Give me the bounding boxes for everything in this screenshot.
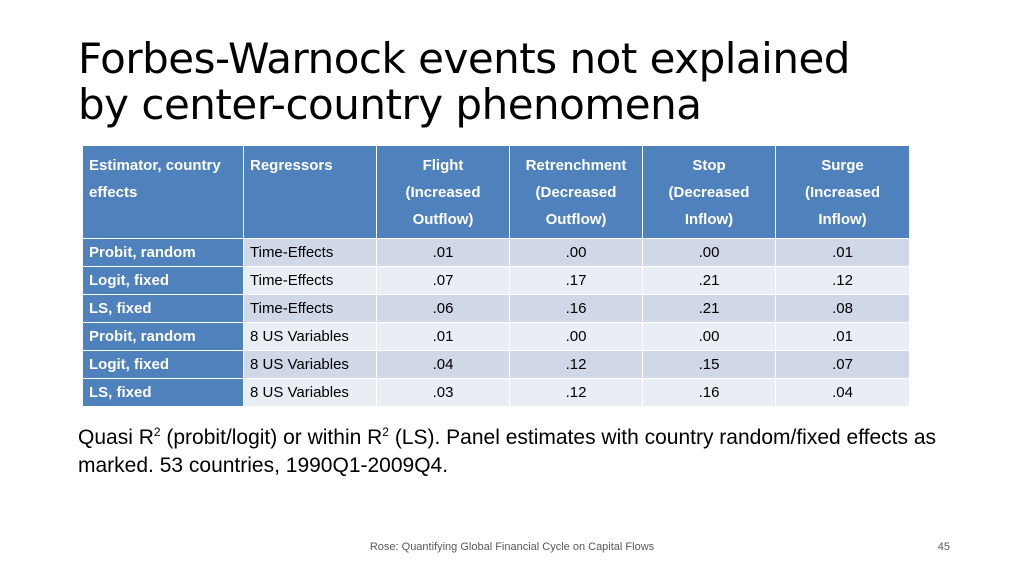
value-stop: .00 [642,322,776,351]
value-stop: .15 [642,350,776,379]
value-surge: .08 [775,294,910,323]
value-flight: .03 [376,378,510,407]
header-flight-line-3: Outflow) [412,211,474,228]
table-row: Logit, fixed 8 US Variables .04 .12 .15 … [82,350,910,379]
value-flight: .07 [376,266,510,295]
row-estimator: LS, fixed [82,294,244,323]
value-flight: .01 [376,322,510,351]
row-regressors: 8 US Variables [243,322,377,351]
note-superscript-1: 2 [153,425,161,439]
header-retrenchment-line-2: (Decreased [535,184,617,201]
header-stop: Stop (Decreased Inflow) [642,145,776,239]
value-surge: .01 [775,322,910,351]
header-surge-line-2: (Increased [804,184,881,201]
value-flight: .01 [376,238,510,267]
value-surge: .12 [775,266,910,295]
row-estimator: Logit, fixed [82,350,244,379]
row-regressors: Time-Effects [243,266,377,295]
slide-title-line-2: by center-country phenomena [78,80,702,129]
header-surge: Surge (Increased Inflow) [775,145,910,239]
slide-title: Forbes-Warnock events not explained by c… [78,36,978,128]
row-estimator: Probit, random [82,238,244,267]
header-retrenchment-line-1: Retrenchment [525,157,627,174]
row-regressors: 8 US Variables [243,350,377,379]
table-row: Probit, random Time-Effects .01 .00 .00 … [82,238,910,267]
note-superscript-2: 2 [382,425,389,439]
header-flight-line-1: Flight [422,157,464,174]
value-flight: .06 [376,294,510,323]
row-regressors: Time-Effects [243,294,377,323]
table-row: Probit, random 8 US Variables .01 .00 .0… [82,322,910,351]
value-retrenchment: .12 [509,350,643,379]
value-retrenchment: .00 [509,238,643,267]
value-surge: .01 [775,238,910,267]
header-stop-line-1: Stop [692,157,726,174]
note-text-2: (probit/logit) or within R [160,426,383,449]
value-stop: .21 [642,266,776,295]
page-number: 45 [937,541,950,553]
note-text-1: Quasi R [78,426,154,449]
row-regressors: Time-Effects [243,238,377,267]
slide-footer: Rose: Quantifying Global Financial Cycle… [369,541,655,553]
header-retrenchment: Retrenchment (Decreased Outflow) [509,145,643,239]
value-retrenchment: .12 [509,378,643,407]
header-estimator: Estimator, country effects [82,145,244,239]
table-header-row: Estimator, country effects Regressors Fl… [82,145,910,239]
value-stop: .16 [642,378,776,407]
value-surge: .04 [775,378,910,407]
value-flight: .04 [376,350,510,379]
results-table: Estimator, country effects Regressors Fl… [82,145,910,407]
row-estimator: LS, fixed [82,378,244,407]
row-regressors: 8 US Variables [243,378,377,407]
header-retrenchment-line-3: Outflow) [545,211,607,228]
value-retrenchment: .16 [509,294,643,323]
table-row: LS, fixed Time-Effects .06 .16 .21 .08 [82,294,910,323]
slide-title-line-1: Forbes-Warnock events not explained [78,34,850,83]
table-row: Logit, fixed Time-Effects .07 .17 .21 .1… [82,266,910,295]
table-row: LS, fixed 8 US Variables .03 .12 .16 .04 [82,378,910,407]
header-surge-line-3: Inflow) [818,211,867,228]
header-regressors-line-1: Regressors [250,157,333,174]
table-note: Quasi R2 (probit/logit) or within R2 (LS… [78,418,958,480]
value-retrenchment: .00 [509,322,643,351]
note-text-3: (LS). Panel estimates with country rando… [78,426,937,477]
header-stop-line-2: (Decreased [668,184,750,201]
value-stop: .00 [642,238,776,267]
row-estimator: Logit, fixed [82,266,244,295]
value-stop: .21 [642,294,776,323]
row-estimator: Probit, random [82,322,244,351]
header-flight: Flight (Increased Outflow) [376,145,510,239]
header-estimator-line-1: Estimator, country [89,157,221,174]
header-flight-line-2: (Increased [405,184,481,201]
value-surge: .07 [775,350,910,379]
header-stop-line-3: Inflow) [684,211,734,228]
value-retrenchment: .17 [509,266,643,295]
header-surge-line-1: Surge [821,157,864,174]
header-regressors: Regressors [243,145,377,239]
header-estimator-line-2: effects [89,184,138,201]
